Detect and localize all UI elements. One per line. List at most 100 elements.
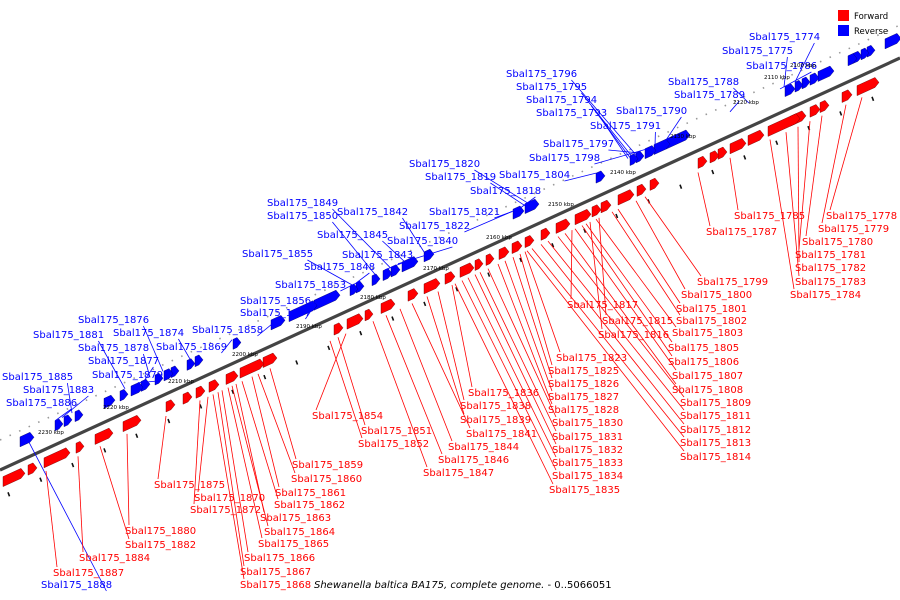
reverse-gene-label: Sbal175_1818 [470,186,541,197]
reverse-gene-label: Sbal175_1845 [317,230,388,241]
forward-gene-39 [165,399,176,413]
forward-gene-23 [485,253,495,266]
reverse-gene-34 [154,372,164,386]
forward-leader-line [385,315,443,455]
forward-gene-9 [717,146,728,160]
ruler-tick-label: 2110 kbp [764,75,790,81]
ruler-tick-label: 2130 kbp [670,134,696,140]
forward-leader-line [570,230,573,300]
axis-minor-tick [487,272,491,277]
reverse-leader-line [305,300,319,320]
axis-minor-tick [231,389,235,395]
forward-gene-20 [524,235,535,248]
forward-leader-line [524,251,561,353]
forward-leader-line [193,400,201,505]
reverse-leader-line [581,92,633,157]
reverse-leader-line [571,79,637,156]
forward-gene-label: Sbal175_1779 [818,224,889,235]
forward-gene-1 [856,77,880,96]
forward-gene-label: Sbal175_1870 [194,493,265,504]
forward-gene-label: Sbal175_1875 [154,480,225,491]
reverse-gene-label: Sbal175_1786 [746,61,817,72]
reverse-gene-19 [423,248,435,263]
forward-gene-label: Sbal175_1867 [240,567,311,578]
genome-axis [0,56,900,472]
forward-leader-line [372,321,428,468]
axis-minor-tick [743,155,747,160]
reverse-gene-label: Sbal175_1788 [668,77,739,88]
forward-gene-24 [474,258,484,271]
reverse-gene-label: Sbal175_1774 [749,32,820,43]
forward-gene-10 [709,150,720,164]
reverse-gene-33 [163,368,174,382]
reverse-gene-label: Sbal175_1878 [78,343,149,354]
reverse-gene-29 [232,337,242,350]
forward-gene-44 [27,462,38,476]
forward-gene-label: Sbal175_1864 [264,527,335,538]
reverse-leader-line [490,182,526,207]
forward-gene-label: Sbal175_1860 [291,474,362,485]
forward-leader-line [644,196,702,277]
legend-reverse-swatch [838,25,849,36]
ruler-tick-label: 2190 kbp [296,324,322,330]
reverse-gene-10 [784,83,796,97]
forward-gene-label: Sbal175_1887 [53,568,124,579]
forward-gene-label: Sbal175_1778 [826,211,897,222]
reverse-leader-line [24,434,107,592]
reverse-gene-label: Sbal175_1874 [113,328,184,339]
forward-gene-label: Sbal175_1882 [125,540,196,551]
reverse-gene-26 [313,289,341,311]
forward-gene-18 [555,218,571,234]
forward-leader-line [197,396,209,493]
forward-gene-label: Sbal175_1854 [312,411,383,422]
reverse-gene-30 [194,354,204,368]
reverse-gene-label: Sbal175_1850 [267,211,338,222]
forward-gene-label: Sbal175_1817 [567,300,638,311]
reverse-gene-18 [512,205,525,220]
forward-gene-label: Sbal175_1831 [552,432,623,443]
forward-leader-line [574,228,677,371]
reverse-gene-label: Sbal175_1820 [409,159,480,170]
forward-gene-label: Sbal175_1784 [790,290,861,301]
reverse-gene-31 [186,358,196,371]
forward-gene-label: Sbal175_1801 [676,304,747,315]
axis-minor-tick [167,418,171,424]
axis-minor-tick [295,360,299,365]
genome-caption: Shewanella baltica BA175, complete genom… [314,580,612,591]
reverse-gene-label: Sbal175_1804 [499,170,570,181]
reverse-gene-8 [801,76,811,90]
reverse-gene-label: Sbal175_1856 [240,296,311,307]
reverse-gene-40 [63,414,73,428]
forward-leader-line [547,240,685,411]
forward-gene-label: Sbal175_1839 [460,415,531,426]
forward-gene-2 [841,89,853,103]
forward-leader-line [99,446,130,540]
forward-gene-label: Sbal175_1841 [466,429,537,440]
forward-gene-14 [617,189,635,206]
forward-gene-label: Sbal175_1884 [79,553,150,564]
forward-gene-label: Sbal175_1832 [552,445,623,456]
reverse-gene-label: Sbal175_1791 [590,121,661,132]
forward-gene-label: Sbal175_1847 [423,468,494,479]
reverse-leader-line [729,100,740,113]
forward-gene-label: Sbal175_1785 [734,211,805,222]
forward-gene-34 [239,358,265,379]
reverse-leader-line [144,366,154,380]
forward-leader-line [426,296,465,415]
axis-minor-tick [71,462,75,468]
reverse-leader-line [384,260,408,271]
forward-gene-17 [574,209,592,226]
forward-gene-32 [333,322,344,336]
reverse-gene-label: Sbal175_1848 [304,262,375,273]
forward-gene-11 [697,155,708,169]
reverse-gene-label: Sbal175_1842 [337,207,408,218]
forward-leader-line [337,337,366,426]
reverse-gene-7 [809,72,820,86]
axis-minor-tick [551,243,555,248]
reverse-leader-line [520,196,536,208]
reverse-gene-label: Sbal175_1840 [387,236,458,247]
reverse-gene-42 [19,432,35,448]
reverse-gene-label: Sbal175_1855 [242,249,313,260]
forward-leader-line [231,385,269,527]
